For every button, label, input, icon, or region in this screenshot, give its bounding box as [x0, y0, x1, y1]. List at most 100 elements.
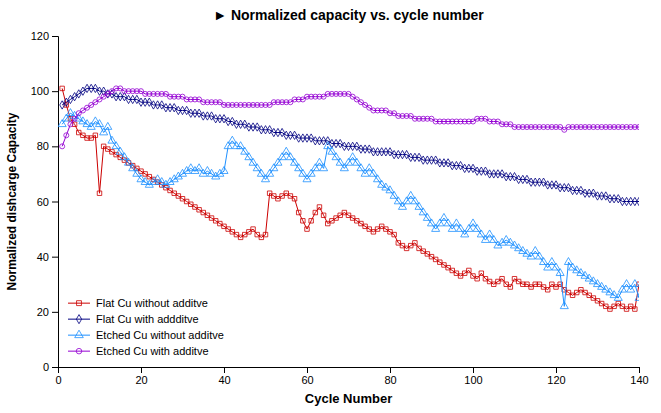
marker [263, 232, 267, 236]
marker [506, 238, 514, 245]
marker [548, 258, 556, 265]
marker [602, 285, 610, 292]
marker [79, 117, 87, 124]
legend-marker [77, 301, 82, 306]
marker [427, 219, 435, 226]
tick: 0 [43, 361, 58, 373]
marker [129, 164, 137, 171]
marker [413, 241, 417, 245]
marker [365, 164, 373, 171]
marker [349, 153, 357, 160]
legend-label: Etched Cu with additve [96, 345, 209, 357]
tick: 80 [384, 367, 396, 386]
tick: 80 [37, 140, 58, 152]
marker [585, 274, 593, 281]
tick-label: 40 [218, 374, 230, 386]
marker [286, 153, 294, 160]
marker [332, 153, 340, 160]
tick-label: 20 [37, 306, 49, 318]
marker [540, 258, 548, 265]
legend-label: Etched Cu without additve [96, 329, 224, 341]
tick-label: 20 [135, 374, 147, 386]
marker [145, 180, 153, 187]
tick: 40 [218, 367, 230, 386]
tick-mark [473, 367, 474, 373]
tick-mark [52, 146, 58, 147]
marker [374, 175, 382, 182]
marker [378, 180, 386, 187]
tick-label: 100 [464, 374, 482, 386]
marker [112, 142, 120, 149]
marker [369, 169, 377, 176]
tick: 40 [37, 251, 58, 263]
marker [60, 86, 64, 90]
marker [305, 227, 309, 231]
line [62, 113, 639, 306]
series [60, 86, 639, 149]
tick-mark [52, 202, 58, 203]
tick: 100 [464, 367, 482, 386]
tick-label: 140 [630, 374, 648, 386]
line [62, 88, 639, 201]
tick-mark [52, 312, 58, 313]
marker [510, 241, 518, 248]
marker [394, 197, 402, 204]
marker [158, 178, 166, 185]
marker [631, 280, 639, 287]
marker [452, 219, 460, 226]
marker [178, 169, 186, 176]
legend-label: Flat Cu without additve [96, 297, 208, 309]
marker [93, 133, 97, 137]
marker [598, 282, 606, 289]
marker [72, 116, 77, 121]
marker [419, 208, 427, 215]
line [62, 88, 639, 309]
legend-marker [76, 348, 82, 354]
tick-label: 0 [43, 361, 49, 373]
marker [120, 153, 128, 160]
tick-label: 60 [301, 374, 313, 386]
marker [519, 247, 527, 254]
legend-item: Etched Cu with additve [68, 345, 209, 357]
marker [531, 247, 539, 254]
marker [60, 144, 65, 149]
marker [154, 175, 162, 182]
marker [291, 158, 299, 165]
marker [133, 169, 141, 176]
legend-marker [75, 330, 84, 337]
series [60, 84, 639, 205]
marker [104, 122, 112, 129]
marker [556, 269, 564, 276]
marker [486, 230, 494, 237]
marker [187, 164, 195, 171]
tick: 140 [630, 367, 648, 386]
line [62, 88, 639, 146]
marker [440, 213, 448, 220]
marker [97, 191, 101, 195]
tick: 60 [301, 367, 313, 386]
marker [508, 285, 512, 289]
marker [336, 158, 344, 165]
tick-mark [556, 367, 557, 373]
marker [199, 169, 207, 176]
marker [477, 230, 485, 237]
marker [237, 142, 245, 149]
marker [170, 175, 178, 182]
tick: 60 [37, 196, 58, 208]
marker [357, 164, 365, 171]
marker [457, 224, 465, 231]
marker [149, 178, 157, 185]
tick-mark [224, 367, 225, 373]
marker [203, 167, 211, 174]
marker [573, 266, 581, 273]
axis-line [52, 37, 59, 368]
tick-label: 40 [37, 251, 49, 263]
tick: 20 [135, 367, 147, 386]
y-axis: 020406080100120 [31, 30, 59, 373]
marker [208, 169, 216, 176]
legend-marker [76, 315, 81, 324]
marker [292, 197, 296, 201]
tick-label: 80 [37, 140, 49, 152]
tick-mark [390, 367, 391, 373]
axis-line [59, 368, 640, 374]
